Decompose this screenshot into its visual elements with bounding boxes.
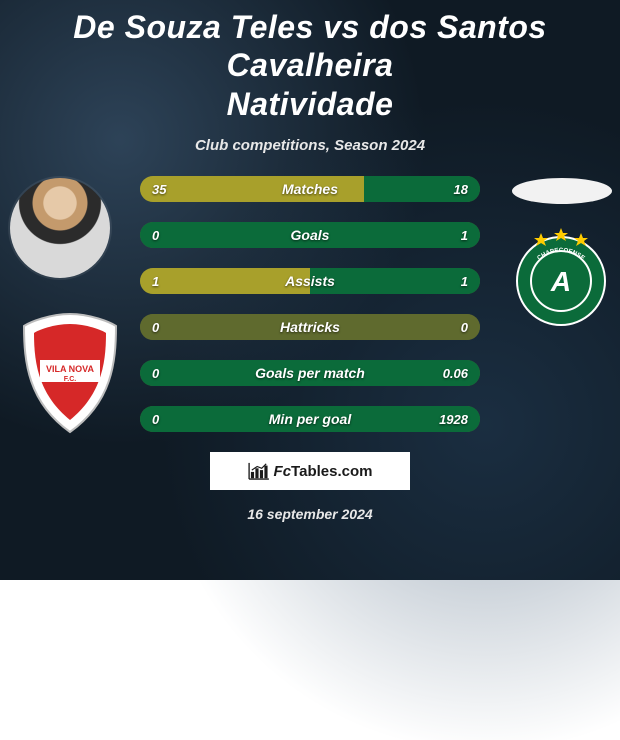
- stat-bar: 01Goals: [140, 222, 480, 248]
- stat-label: Goals: [140, 222, 480, 248]
- comparison-title: De Souza Teles vs dos Santos Cavalheira …: [0, 0, 620, 123]
- stat-label: Hattricks: [140, 314, 480, 340]
- brand-suffix: Tables.com: [291, 463, 372, 480]
- footer-brand: FcTables.com: [210, 452, 410, 490]
- stat-label: Min per goal: [140, 406, 480, 432]
- title-line-2: Natividade: [227, 86, 394, 122]
- stat-bars: 3518Matches 01Goals 11Assists 00Hattricks 00…: [140, 176, 480, 452]
- date-label: 16 september 2024: [0, 506, 620, 522]
- brand-prefix: Fc: [274, 463, 292, 480]
- stat-bar: 11Assists: [140, 268, 480, 294]
- subtitle: Club competitions, Season 2024: [0, 137, 620, 154]
- chart-icon: [248, 462, 270, 480]
- stat-bar: 00.06Goals per match: [140, 360, 480, 386]
- stat-label: Goals per match: [140, 360, 480, 386]
- stat-bar: 01928Min per goal: [140, 406, 480, 432]
- title-line-1: De Souza Teles vs dos Santos Cavalheira: [73, 9, 546, 83]
- stat-label: Assists: [140, 268, 480, 294]
- stats-panel: 3518Matches 01Goals 11Assists 00Hattricks 00…: [0, 160, 620, 450]
- stat-label: Matches: [140, 176, 480, 202]
- stat-bar: 3518Matches: [140, 176, 480, 202]
- stat-bar: 00Hattricks: [140, 314, 480, 340]
